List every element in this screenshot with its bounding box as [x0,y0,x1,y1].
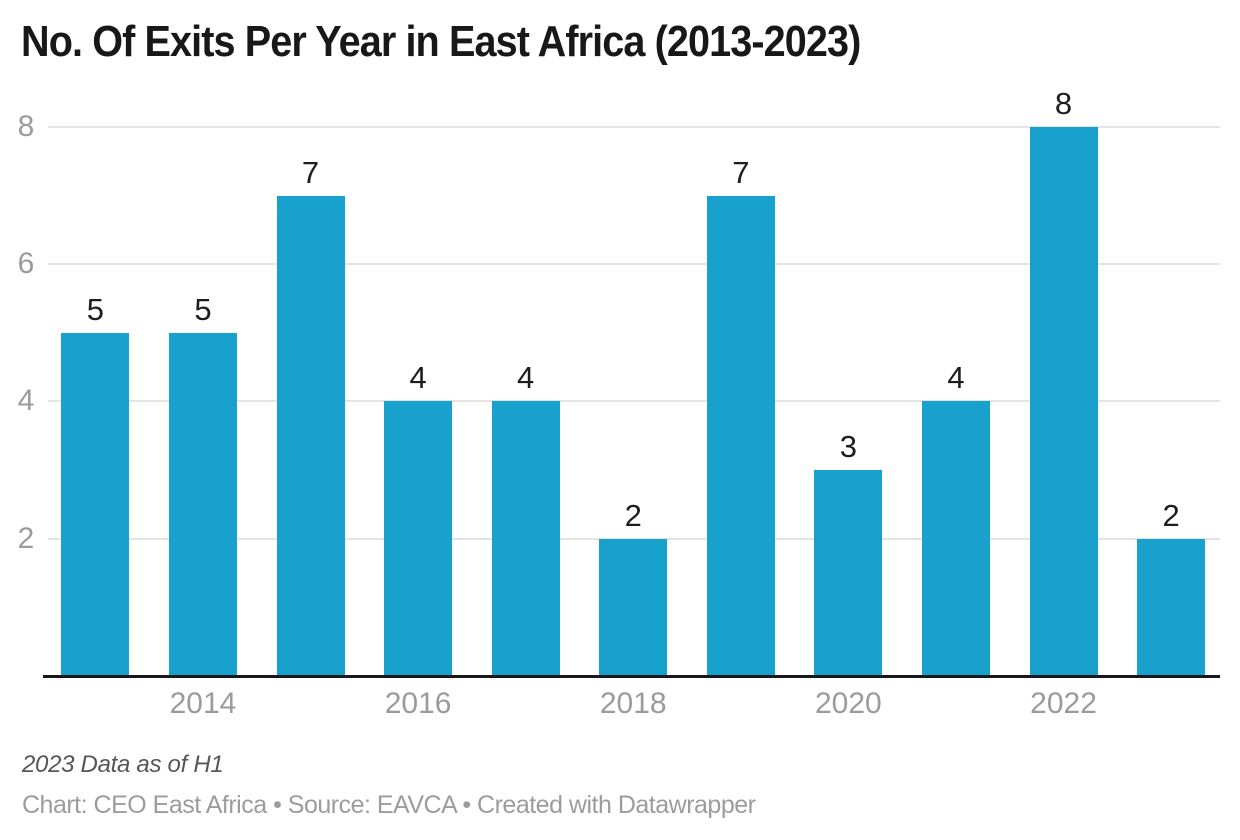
bar-2014[interactable] [168,332,237,676]
chart-title: No. Of Exits Per Year in East Africa (20… [21,17,861,66]
gridline [48,125,1220,128]
bar-2022[interactable] [1029,126,1098,676]
bar-value-label: 5 [86,291,105,327]
bar-2018[interactable] [599,538,668,676]
bar-value-label: 5 [194,291,212,327]
bar-value-label: 3 [839,429,857,465]
bar-value-label: 7 [301,154,320,190]
x-axis-tick-label: 2018 [599,687,667,720]
x-axis-tick-label: 2016 [384,687,452,720]
x-axis-tick-label: 2022 [1030,687,1097,720]
bar-value-label: 7 [732,154,750,190]
bar-value-label: 4 [947,360,965,396]
x-axis-line [43,675,1220,678]
chart-note: 2023 Data as of H1 [22,751,224,778]
bar-value-label: 4 [517,360,535,396]
bar-2017[interactable] [491,401,560,676]
bar-2013[interactable] [61,332,130,676]
gridline [48,400,1220,403]
plot-area: 2 4 6 8 5 5 7 4 4 2 7 3 4 8 2 2014 2016 2018 2020 2022 [18,86,1220,720]
bar-2023[interactable] [1137,538,1206,676]
y-axis-tick-label: 6 [17,247,35,281]
bar-2019[interactable] [706,195,775,676]
bar-2020[interactable] [814,470,883,676]
bar-2016[interactable] [384,401,453,676]
x-axis-tick-label: 2014 [169,687,237,720]
y-axis-tick-label: 8 [17,109,35,143]
y-axis-tick-label: 2 [17,521,35,555]
gridline [48,263,1220,266]
bar-2021[interactable] [921,401,990,676]
y-axis-tick-label: 4 [17,384,35,418]
x-axis-tick-label: 2020 [815,687,882,720]
bar-2015[interactable] [276,195,345,676]
bar-value-label: 4 [409,360,427,396]
bar-value-label: 2 [1162,497,1180,533]
chart-byline: Chart: CEO East Africa • Source: EAVCA •… [22,791,756,819]
bar-value-label: 8 [1054,85,1073,121]
bar-value-label: 2 [624,497,642,533]
